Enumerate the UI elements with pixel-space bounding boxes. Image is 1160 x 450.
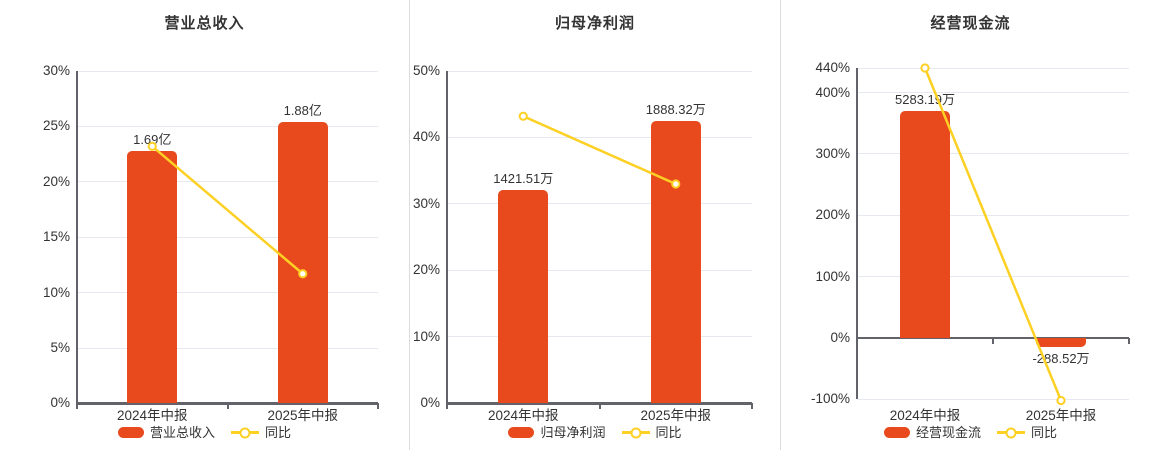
gridline (447, 70, 752, 72)
y-axis-tick-label: 25% (42, 118, 70, 134)
gridline (447, 336, 752, 338)
x-axis-tick (751, 403, 753, 410)
legend-line-label: 同比 (655, 425, 682, 440)
x-axis-category-label: 2024年中报 (116, 408, 188, 423)
y-axis-tick-label: 50% (412, 63, 440, 78)
legend-revenue: 营业总收入 同比 (0, 425, 409, 440)
y-axis-tick-label: 10% (412, 328, 440, 344)
x-axis-category-label: 2025年中报 (267, 408, 339, 423)
bar-2024年中报[interactable] (127, 150, 178, 404)
x-axis-tick (598, 403, 601, 410)
gridline (77, 125, 378, 127)
chart-title-net-profit: 归母净利润 (554, 15, 635, 32)
bar-swatch-icon (508, 427, 535, 438)
bar-value-label: 1888.32万 (645, 101, 706, 117)
legend-item-line[interactable]: 同比 (231, 425, 291, 440)
y-axis-line (446, 71, 448, 404)
bar-2025年中报[interactable] (277, 121, 328, 404)
gridline (77, 236, 378, 238)
gridline (77, 70, 378, 72)
bar-2025年中报[interactable] (1036, 337, 1086, 347)
y-axis-tick-label: 40% (412, 129, 440, 145)
yoy-point-marker (518, 111, 528, 121)
legend-bar-label: 经营现金流 (915, 425, 981, 440)
legend-net-profit: 归母净利润 同比 (410, 425, 780, 440)
bar-swatch-icon (883, 427, 910, 438)
y-axis-tick-label: 15% (42, 229, 70, 245)
gridline (857, 276, 1129, 278)
gridline (857, 153, 1129, 155)
y-axis-tick-label: 0% (50, 395, 70, 411)
y-axis-tick-label: 10% (42, 284, 70, 300)
y-axis-tick-label: 200% (815, 207, 850, 223)
y-axis-tick-label: 0% (420, 395, 440, 411)
x-axis-category-label: 2024年中报 (487, 408, 559, 423)
chart-title-revenue: 营业总收入 (164, 15, 245, 32)
chart-title-cash-flow: 经营现金流 (930, 15, 1011, 32)
y-axis-tick-label: 30% (42, 63, 70, 78)
line-dot-icon (239, 427, 251, 438)
x-axis-category-label: 2024年中报 (889, 408, 961, 423)
legend-cash-flow: 经营现金流 同比 (781, 425, 1160, 440)
legend-line-label: 同比 (265, 425, 292, 440)
y-axis-tick-label: 440% (815, 60, 850, 75)
y-axis-tick-label: 30% (412, 195, 440, 211)
x-axis-tick (226, 403, 229, 410)
bar-value-label: 5283.19万 (895, 91, 955, 107)
bar-2024年中报[interactable] (900, 110, 950, 338)
gridline (447, 136, 752, 138)
panel-cash-flow: 经营现金流 -100% 0% 100% 200% 300% 400% 440% 5283.19… (780, 0, 1160, 450)
x-axis-tick (446, 403, 448, 410)
gridline (77, 292, 378, 294)
y-axis-tick-label: 5% (50, 340, 70, 355)
panel-net-profit: 归母净利润 0% 10% 20% 30% 40% 50% 1421.51万 2024年中报 18… (409, 0, 780, 450)
bar-value-label: 1.69亿 (133, 131, 172, 147)
panel-revenue: 营业总收入 0% 5% 10% 15% 20% 25% 30% 1.69亿 2024年中报 1.8… (0, 0, 409, 450)
line-marker-icon (231, 427, 259, 438)
y-axis-tick-label: 300% (815, 145, 850, 161)
line-dot-icon (630, 427, 641, 438)
bar-value-label: 1421.51万 (493, 170, 554, 186)
legend-item-bar[interactable]: 营业总收入 (117, 425, 215, 440)
y-axis-tick-label: 20% (412, 262, 440, 278)
y-axis-line (856, 68, 858, 400)
gridline (77, 181, 378, 183)
y-axis-line (76, 71, 78, 404)
gridline (447, 269, 752, 271)
x-axis-tick (856, 337, 858, 344)
x-axis-tick (76, 403, 78, 410)
y-axis-tick-label: 400% (815, 84, 850, 100)
gridline (447, 203, 752, 205)
legend-line-label: 同比 (1031, 425, 1058, 440)
gridline (857, 398, 1129, 400)
legend-item-line[interactable]: 同比 (997, 425, 1057, 440)
yoy-line-series (518, 111, 681, 189)
gridline (857, 67, 1129, 69)
bar-value-label: 1.88亿 (283, 102, 322, 118)
line-dot-icon (1005, 427, 1017, 438)
x-axis-tick (1128, 337, 1130, 344)
x-axis-category-label: 2025年中报 (1025, 408, 1097, 423)
line-marker-icon (621, 427, 650, 438)
gridline (77, 347, 378, 349)
x-axis-category-label: 2025年中报 (640, 408, 712, 423)
x-axis-tick (992, 337, 994, 344)
legend-bar-label: 归母净利润 (540, 425, 606, 440)
y-axis-tick-label: -100% (810, 391, 850, 407)
legend-item-bar[interactable]: 归母净利润 (508, 425, 606, 440)
y-axis-tick-label: 0% (830, 329, 850, 345)
line-marker-icon (997, 427, 1025, 438)
gridline (857, 214, 1129, 216)
y-axis-tick-label: 100% (815, 268, 850, 284)
bar-value-label: -288.52万 (1032, 350, 1090, 366)
bar-2025年中报[interactable] (650, 120, 701, 404)
bar-swatch-icon (117, 427, 144, 438)
legend-item-line[interactable]: 同比 (621, 425, 682, 440)
legend-item-bar[interactable]: 经营现金流 (883, 425, 981, 440)
bar-2024年中报[interactable] (498, 189, 549, 404)
legend-bar-label: 营业总收入 (149, 425, 215, 440)
y-axis-tick-label: 20% (42, 173, 70, 189)
x-axis-tick (377, 403, 379, 410)
